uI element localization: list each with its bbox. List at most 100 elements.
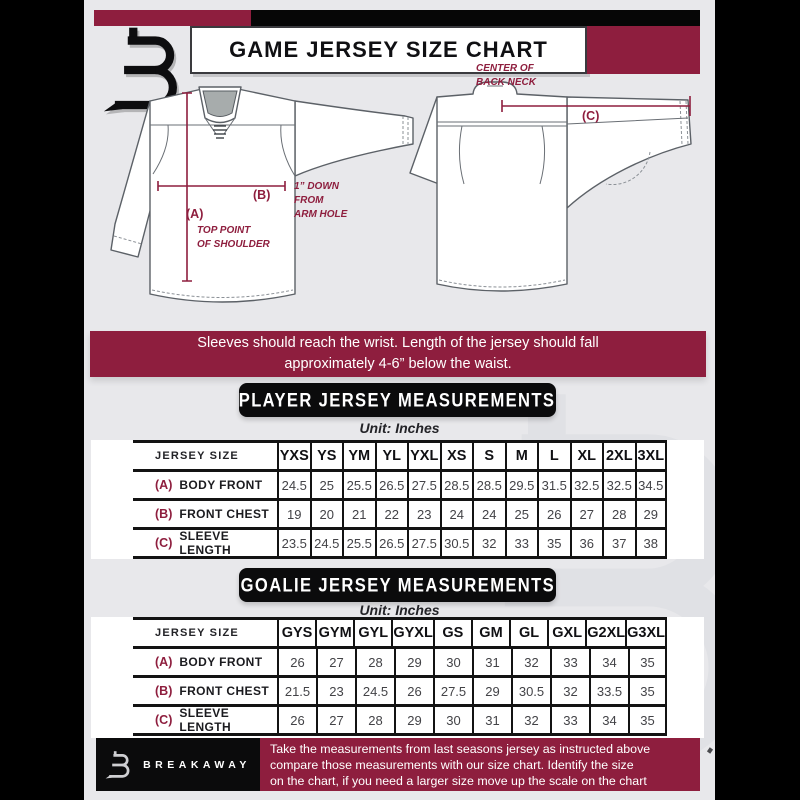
measurement-value-cell: 25.5 <box>342 530 375 556</box>
measurement-value-cell: 24 <box>439 501 473 527</box>
footer-instructions-line3: on the chart, if you need a larger size … <box>270 773 647 788</box>
measurement-value-cell: 29 <box>634 501 667 527</box>
footer-brand-name: BREAKAWAY <box>143 758 251 771</box>
measurement-value-cell: 28 <box>355 649 394 675</box>
measurement-value-cell: 25 <box>309 472 343 498</box>
goalie-section-title-text: GOALIE JERSEY MEASUREMENTS <box>240 573 555 596</box>
page-title: GAME JERSEY SIZE CHART <box>229 37 548 62</box>
measurement-value-cell: 28 <box>355 707 394 733</box>
measurement-value-cell: 28.5 <box>439 472 473 498</box>
measurement-value-cell: 32.5 <box>602 472 635 498</box>
measurement-value-cell: 37 <box>602 530 635 556</box>
size-column-header: GYS <box>277 620 315 646</box>
measurement-row: (A) BODY FRONT 24.5 25 25.5 26.5 27.5 28.5 28.5 2… <box>133 472 667 501</box>
measurement-value-cell: 34 <box>589 707 628 733</box>
measurement-letter: (C) <box>155 536 173 550</box>
size-column-header: 3XL <box>634 443 667 469</box>
measurement-letter: (C) <box>155 713 173 727</box>
goalie-unit-label: Unit: Inches <box>359 602 440 618</box>
measurement-row: (A) BODY FRONT 26 27 28 29 30 31 32 33 34 35 <box>133 649 667 678</box>
player-section-title: PLAYER JERSEY MEASUREMENTS <box>239 383 556 417</box>
jersey-size-corner-label: JERSEY SIZE <box>155 450 239 462</box>
player-unit-label: Unit: Inches <box>359 420 440 436</box>
front-jersey-drawing <box>110 86 414 303</box>
measurement-value-cell: 23.5 <box>277 530 310 556</box>
size-column-header: GM <box>470 620 509 646</box>
size-column-header: L <box>537 443 570 469</box>
measurement-row-label: (C) SLEEVE LENGTH <box>133 706 277 734</box>
measurement-row: (B) FRONT CHEST 21.5 23 24.5 26 27.5 29 30.5 32 33… <box>133 678 667 707</box>
b-note-line1: 1” DOWN <box>294 181 340 192</box>
measurement-value-cell: 26 <box>537 501 570 527</box>
measurement-row: (B) FRONT CHEST 19 20 21 22 23 24 24 25 26 27 28 29 <box>133 501 667 530</box>
measurement-value-cell: 36 <box>569 530 603 556</box>
measurement-row-label: (C) SLEEVE LENGTH <box>133 529 277 557</box>
measurement-value-cell: 27 <box>316 649 355 675</box>
header-accent-bar-maroon <box>94 10 251 26</box>
measurement-value-cell: 21 <box>342 501 375 527</box>
measurement-value-cell: 32 <box>550 678 589 704</box>
jersey-size-corner-cell: JERSEY SIZE <box>133 443 277 469</box>
size-column-header: GL <box>509 620 547 646</box>
measurement-value-cell: 23 <box>407 501 440 527</box>
measurement-value-cell: 35 <box>537 530 570 556</box>
measurement-value-cell: 33 <box>550 707 589 733</box>
measurement-name: FRONT CHEST <box>179 507 270 521</box>
measurement-value-cell: 29.5 <box>504 472 538 498</box>
header-accent-bar-black <box>251 10 700 26</box>
measurement-letter: (A) <box>155 655 173 669</box>
measurement-value-cell: 26.5 <box>374 530 408 556</box>
measurement-value-cell: 27.5 <box>433 678 472 704</box>
measurement-value-cell: 24 <box>472 501 505 527</box>
measurement-letter: (B) <box>155 684 173 698</box>
size-column-header: G3XL <box>625 620 667 646</box>
measurement-value-cell: 26 <box>277 649 316 675</box>
measurement-letter: (B) <box>155 507 173 521</box>
measurement-value-cell: 32 <box>511 649 550 675</box>
measurement-value-cell: 30 <box>433 707 472 733</box>
size-column-header: YL <box>374 443 408 469</box>
measurement-value-cell: 34 <box>589 649 628 675</box>
size-column-header: S <box>472 443 505 469</box>
measurement-value-cell: 31 <box>472 707 511 733</box>
measurement-value-cell: 21.5 <box>277 678 316 704</box>
measurement-value-cell: 35 <box>628 707 667 733</box>
measurement-value-cell: 25 <box>504 501 538 527</box>
measurement-value-cell: 19 <box>277 501 310 527</box>
measurement-value-cell: 32 <box>511 707 550 733</box>
size-column-header: 2XL <box>602 443 635 469</box>
measurement-value-cell: 24.5 <box>277 472 310 498</box>
label-a: (A) <box>186 207 203 221</box>
measurement-value-cell: 26 <box>394 678 433 704</box>
size-column-header: GYXL <box>391 620 433 646</box>
size-column-header: YXS <box>277 443 310 469</box>
measurement-name: BODY FRONT <box>179 478 263 492</box>
measurement-value-cell: 35 <box>628 649 667 675</box>
size-column-header: GXL <box>547 620 585 646</box>
b-note-line3: ARM HOLE <box>293 209 348 220</box>
measurement-value-cell: 32 <box>472 530 505 556</box>
measurement-value-cell: 30.5 <box>511 678 550 704</box>
label-c: (C) <box>582 109 599 123</box>
goalie-section-title: GOALIE JERSEY MEASUREMENTS <box>239 568 556 602</box>
measurement-value-cell: 35 <box>628 678 667 704</box>
measurement-value-cell: 24.5 <box>309 530 343 556</box>
a-note-line1: TOP POINT <box>197 225 251 236</box>
measurement-value-cell: 29 <box>472 678 511 704</box>
measurement-row: (C) SLEEVE LENGTH 26 27 28 29 30 31 32 33 34 35 <box>133 706 667 736</box>
measurement-value-cell: 24.5 <box>355 678 394 704</box>
measurement-value-cell: 30 <box>433 649 472 675</box>
measurement-value-cell: 25.5 <box>342 472 375 498</box>
size-column-header: M <box>504 443 538 469</box>
measurement-row-label: (A) BODY FRONT <box>133 649 277 675</box>
footer-instructions-box: Take the measurements from last seasons … <box>260 738 700 791</box>
footer-brand-box: BREAKAWAY <box>96 738 260 791</box>
measurement-row: (C) SLEEVE LENGTH 23.5 24.5 25.5 26.5 27.5 30.5… <box>133 529 667 559</box>
label-b: (B) <box>253 188 270 202</box>
size-column-header: YXL <box>407 443 440 469</box>
b-note-line2: FROM <box>294 195 324 206</box>
back-jersey-drawing <box>409 81 692 292</box>
measurement-value-cell: 27.5 <box>407 530 440 556</box>
size-column-header: GYM <box>315 620 353 646</box>
